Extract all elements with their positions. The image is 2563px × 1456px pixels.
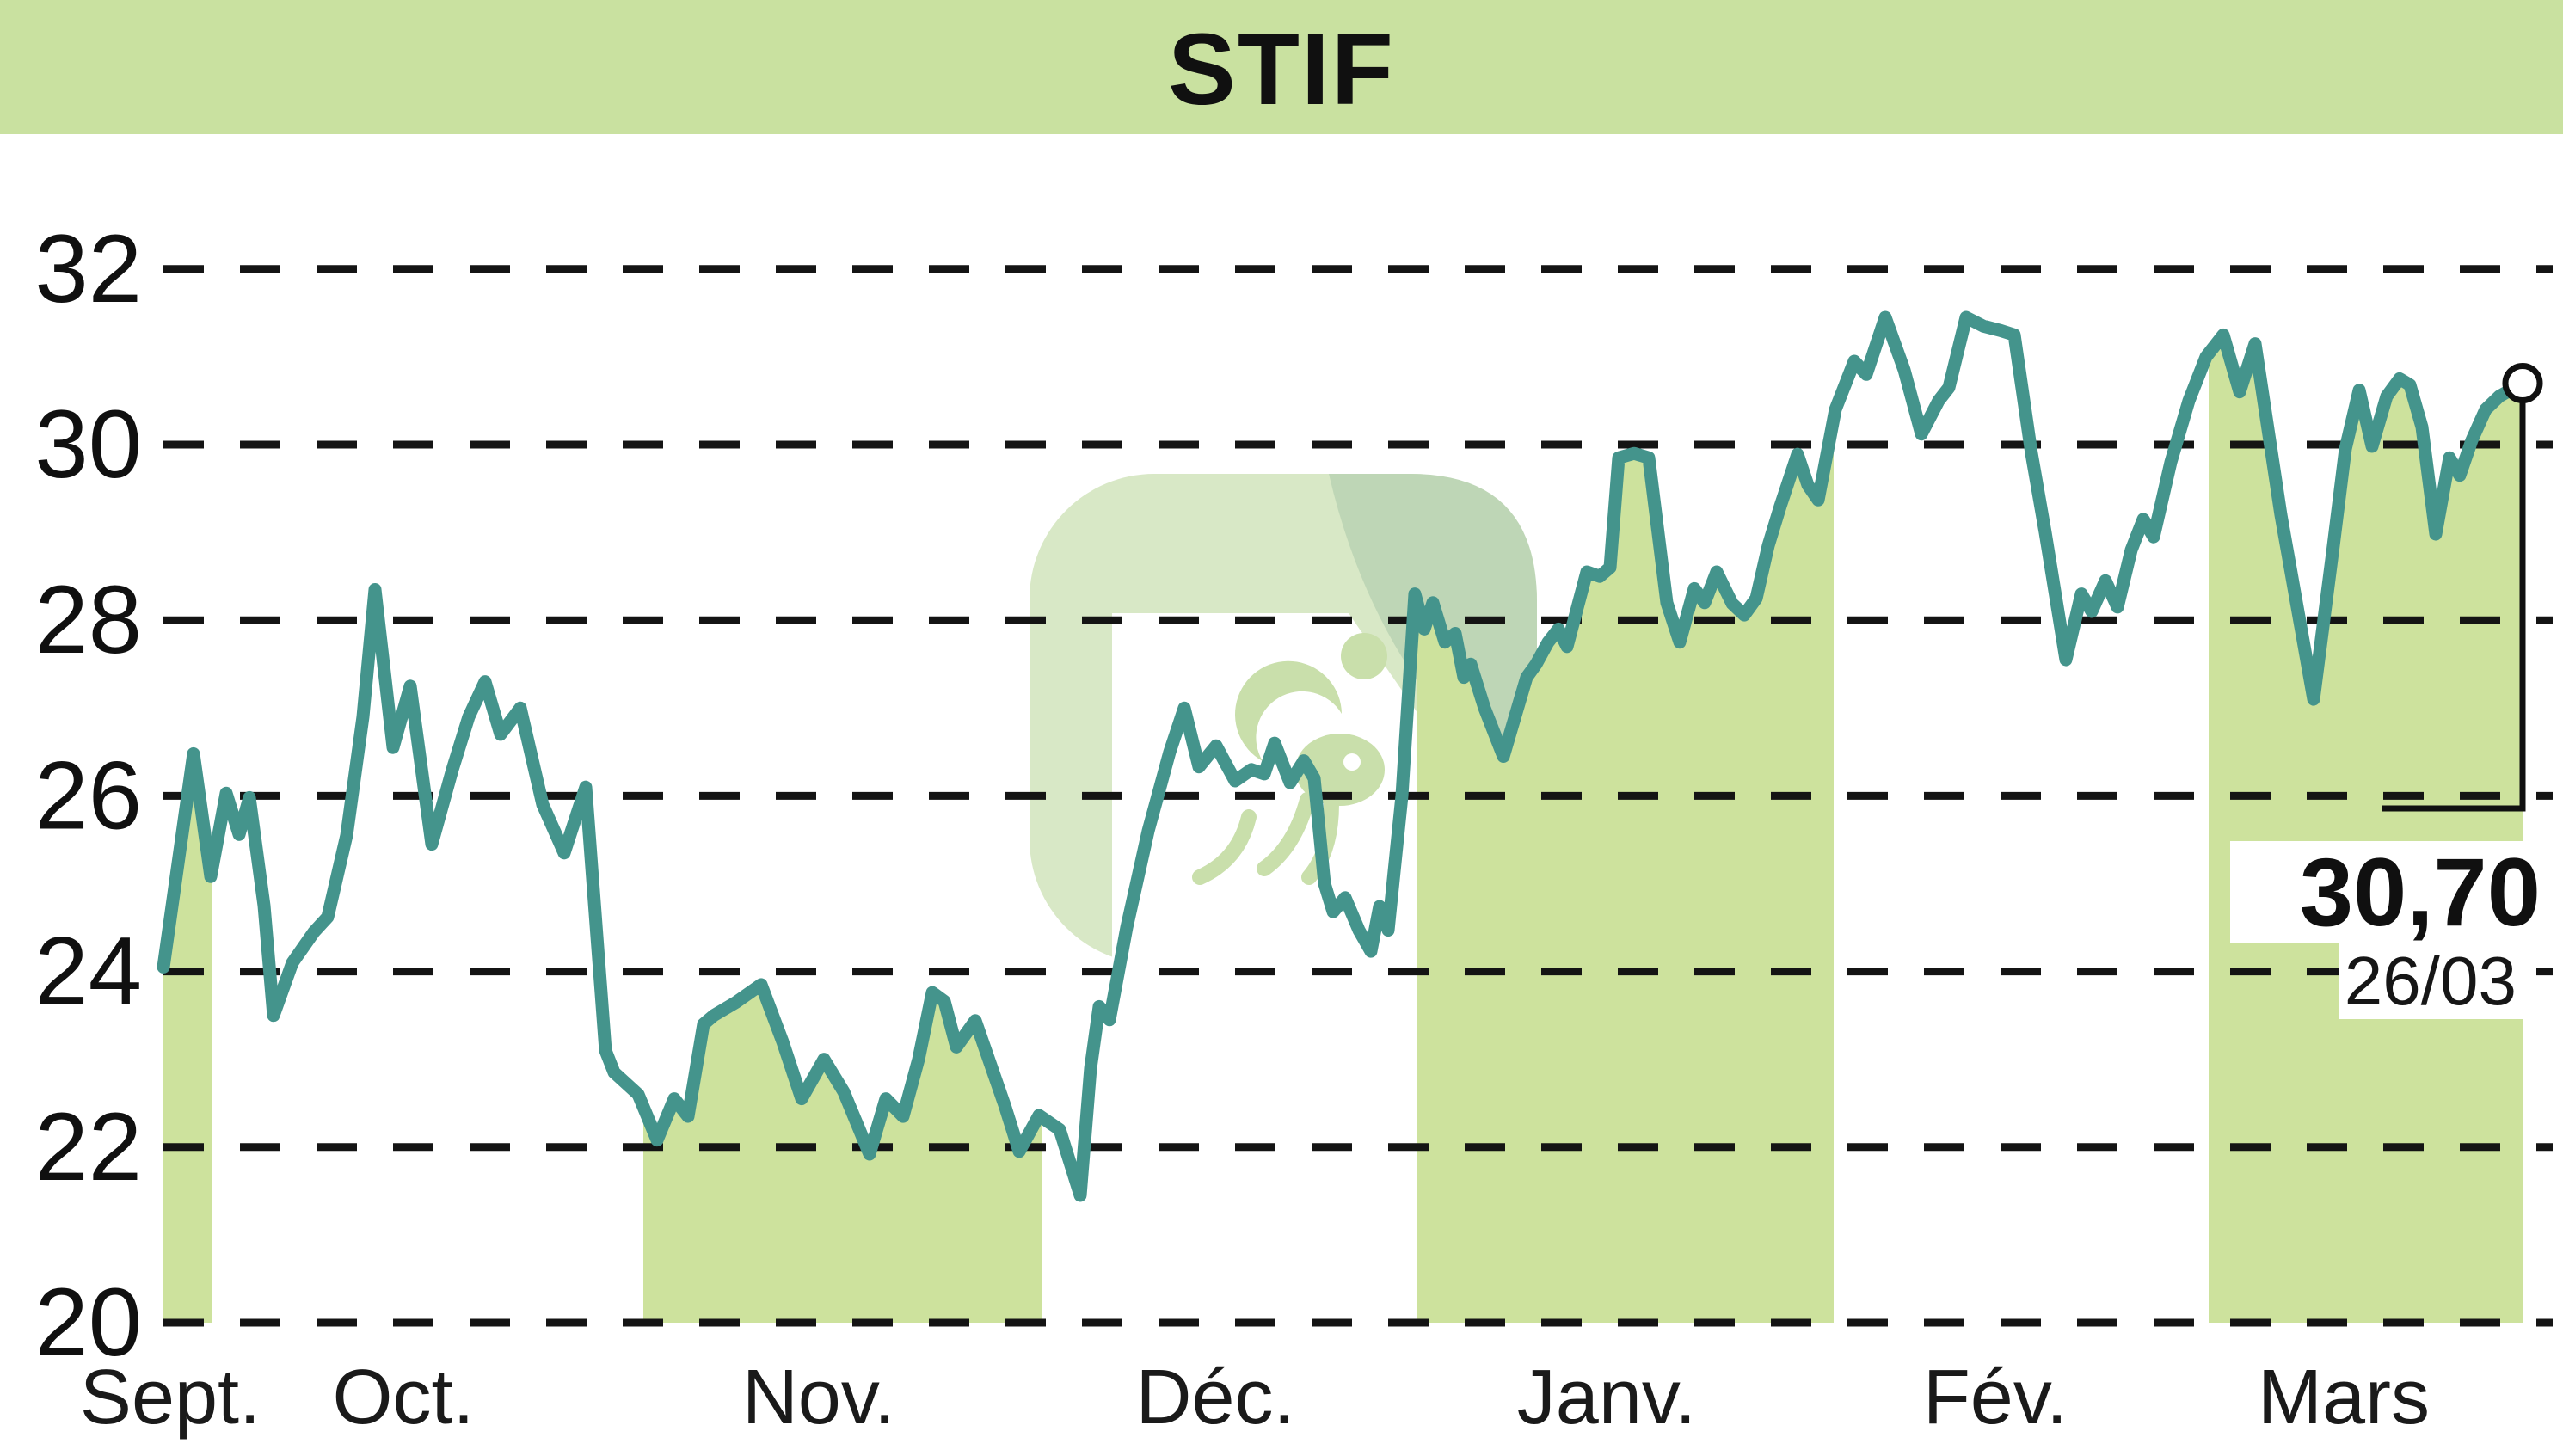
price-series (157, 310, 2529, 1202)
month-label-dc: Déc. (1135, 1355, 1294, 1441)
price-line (157, 310, 2529, 1202)
month-label-janv: Janv. (1517, 1355, 1696, 1441)
watermark-document-icon (1112, 613, 1437, 989)
last-price-date: 26/03 (2344, 943, 2517, 1019)
y-tick-label-24: 24 (34, 918, 142, 1025)
month-label-fv: Fév. (1923, 1355, 2068, 1441)
price-value-box: 30,70 (2230, 841, 2563, 943)
last-price-callout (2382, 363, 2543, 812)
last-price-value: 30,70 (2299, 838, 2541, 946)
y-tick-label-26: 26 (34, 741, 142, 849)
y-tick-label-28: 28 (34, 566, 142, 673)
watermark-bull-icon (1192, 660, 1385, 885)
watermark-dot (1341, 633, 1387, 679)
header-bar: STIF (0, 0, 2563, 134)
month-label-mars: Mars (2258, 1355, 2430, 1441)
price-date-box: 26/03 (2339, 943, 2525, 1019)
month-label-oct: Oct. (332, 1355, 474, 1441)
price-callout-line (2382, 402, 2526, 812)
y-tick-label-20: 20 (34, 1269, 142, 1376)
y-tick-label-32: 32 (34, 215, 142, 323)
x-axis-labels: Sept. Oct. Nov. Déc. Janv. Fév. Mars (80, 1355, 2430, 1441)
y-tick-label-30: 30 (34, 390, 142, 498)
month-label-sept: Sept. (80, 1355, 261, 1441)
y-tick-label-22: 22 (34, 1093, 142, 1201)
last-price-marker (2502, 363, 2543, 404)
grid-lines (163, 265, 2553, 1327)
y-axis-labels: 32 30 28 26 24 22 20 (34, 215, 142, 1376)
stock-title: STIF (1168, 13, 1395, 126)
month-label-nov: Nov. (742, 1355, 895, 1441)
